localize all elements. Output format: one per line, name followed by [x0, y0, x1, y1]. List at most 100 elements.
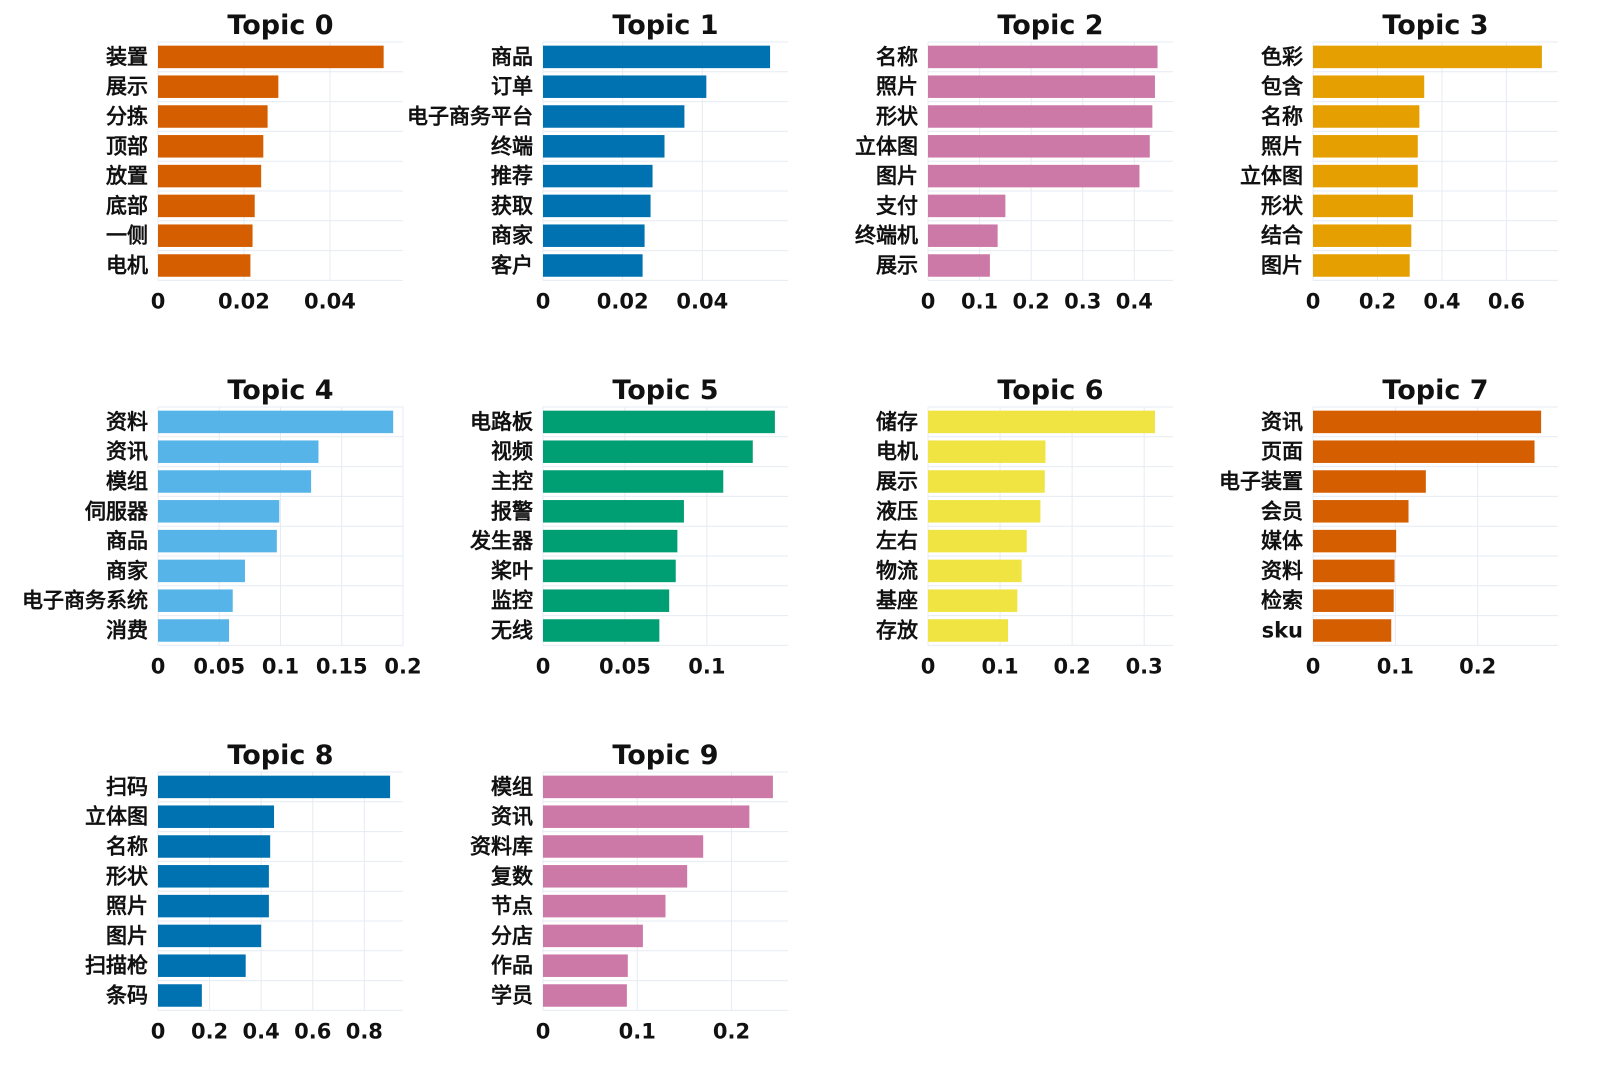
panel-title: Topic 0 — [227, 10, 333, 41]
category-label: 复数 — [490, 864, 534, 888]
bar — [543, 470, 724, 493]
category-label: 模组 — [491, 775, 533, 799]
bar — [158, 589, 233, 612]
category-label: 报警 — [491, 499, 533, 523]
category-label: 立体图 — [1240, 164, 1303, 188]
bar — [543, 45, 771, 69]
panel-title: Topic 3 — [1382, 10, 1488, 41]
bar — [1313, 45, 1542, 69]
bar — [1313, 440, 1535, 463]
category-label: 扫码 — [106, 775, 148, 799]
bar — [158, 865, 269, 888]
category-label: 一侧 — [106, 224, 148, 248]
tick-label: 0.05 — [599, 654, 651, 678]
category-label: 照片 — [106, 894, 148, 918]
bar — [158, 470, 312, 493]
category-label: 名称 — [106, 835, 148, 859]
category-label: 检索 — [1261, 589, 1303, 613]
category-label: 装置 — [106, 45, 148, 69]
panel-title: Topic 6 — [997, 375, 1103, 406]
category-label: 名称 — [876, 45, 918, 69]
category-label: 电子商务平台 — [407, 105, 533, 129]
category-label: 基座 — [876, 589, 918, 613]
category-label: 资讯 — [106, 440, 148, 464]
bar — [543, 589, 670, 612]
bar — [543, 135, 665, 158]
bar — [543, 440, 753, 463]
bar — [1313, 75, 1425, 98]
bar — [543, 194, 651, 218]
tick-label: 0.04 — [304, 289, 356, 313]
category-label: 包含 — [1261, 75, 1304, 99]
category-label: 展示 — [106, 75, 148, 99]
tick-label: 0.1 — [961, 289, 998, 313]
category-label: 电子装置 — [1219, 470, 1303, 494]
tick-label: 0.04 — [676, 289, 728, 313]
category-label: 商品 — [491, 45, 533, 69]
bar — [158, 984, 202, 1007]
tick-label: 0 — [151, 654, 166, 678]
tick-label: 0.4 — [243, 1019, 280, 1043]
panel-title: Topic 7 — [1382, 375, 1488, 406]
bar — [543, 254, 643, 277]
bar — [158, 619, 230, 642]
category-label: 顶部 — [106, 134, 148, 158]
tick-label: 0 — [151, 289, 166, 313]
tick-label: 0.4 — [1423, 289, 1460, 313]
bar — [1313, 194, 1413, 218]
bar — [1313, 164, 1418, 188]
bar — [158, 224, 253, 247]
category-label: 支付 — [876, 194, 918, 218]
tick-label: 0.8 — [346, 1019, 383, 1043]
category-label: 终端 — [491, 134, 533, 158]
category-label: 底部 — [106, 194, 148, 218]
category-label: 左右 — [876, 529, 918, 553]
category-label: 媒体 — [1261, 529, 1304, 553]
category-label: 资料库 — [470, 835, 533, 859]
bar — [928, 440, 1046, 463]
category-label: 资料 — [1261, 559, 1303, 583]
bar — [158, 194, 255, 218]
tick-label: 0.15 — [316, 654, 368, 678]
bar — [928, 589, 1018, 612]
category-label: sku — [1262, 619, 1303, 643]
tick-label: 0.3 — [1064, 289, 1101, 313]
tick-label: 0 — [1306, 654, 1321, 678]
tick-label: 0 — [921, 289, 936, 313]
panel-title: Topic 5 — [612, 375, 718, 406]
category-label: 作品 — [491, 954, 533, 978]
category-label: 视频 — [491, 440, 533, 464]
tick-label: 0.2 — [1359, 289, 1396, 313]
bar — [928, 224, 998, 247]
bar — [543, 500, 684, 523]
bar — [928, 559, 1022, 583]
tick-label: 0.02 — [218, 289, 270, 313]
bar — [158, 559, 245, 583]
bar — [543, 105, 685, 128]
bar — [158, 894, 269, 918]
category-label: 展示 — [876, 254, 918, 278]
tick-label: 0 — [536, 289, 551, 313]
category-label: 色彩 — [1261, 45, 1303, 69]
bar — [543, 224, 645, 247]
category-label: 图片 — [1261, 254, 1303, 278]
category-label: 发生器 — [469, 529, 534, 553]
bar — [928, 45, 1158, 69]
tick-label: 0.2 — [713, 1019, 750, 1043]
bar — [158, 45, 384, 69]
bar — [543, 805, 750, 828]
panel-title: Topic 4 — [227, 375, 333, 406]
bar — [158, 835, 271, 858]
bar — [158, 410, 394, 434]
bar — [1313, 105, 1420, 128]
bar — [928, 75, 1155, 98]
category-label: 订单 — [491, 75, 533, 99]
bar — [1313, 619, 1392, 642]
